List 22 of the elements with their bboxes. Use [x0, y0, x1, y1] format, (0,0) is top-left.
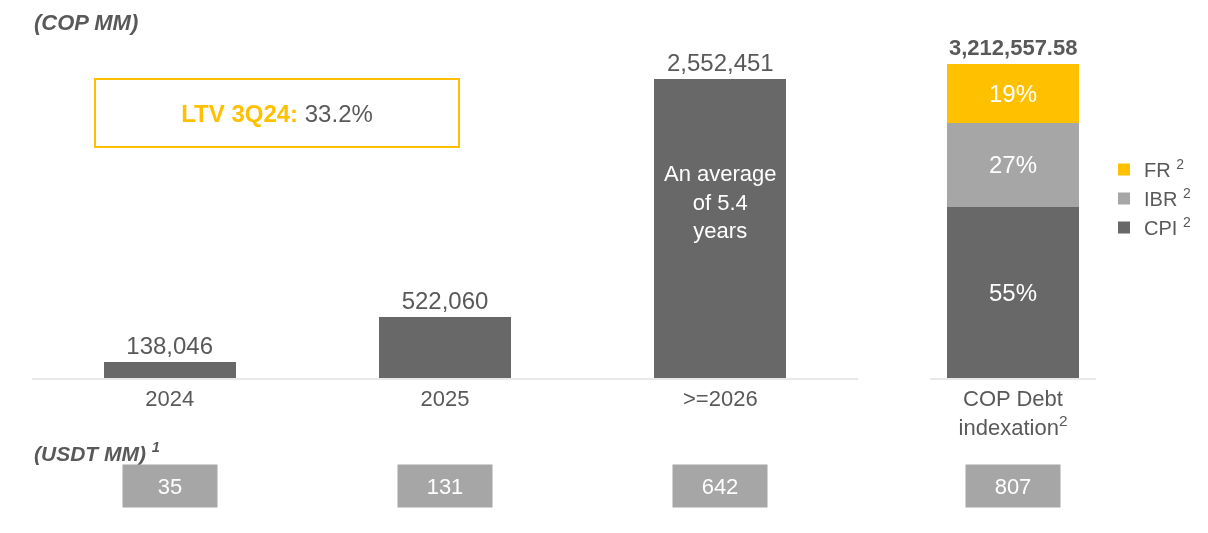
annotation: An average of 5.4 years [664, 161, 777, 244]
text: 131 [426, 473, 464, 499]
text: (USDT MM) $^{1}$ [34, 439, 160, 465]
text: 3,212,557.58 [949, 35, 1078, 60]
data-label: 2,552,451 [666, 48, 774, 76]
x-tick-label: COP Debt indexation$^{2}$ [958, 386, 1068, 440]
legend-label: CPI $^{2}$ [1144, 213, 1191, 240]
data-label: 19% [988, 79, 1038, 107]
text: 807 [994, 473, 1032, 499]
data-label: 138,046 [126, 331, 214, 359]
legend-label: FR $^{2}$ [1144, 155, 1185, 182]
text: 642 [701, 473, 739, 499]
text: (COP MM) [34, 10, 139, 35]
x-tick-label: >=2026 [683, 386, 758, 412]
data-label: 522,060 [401, 286, 489, 314]
data-label: 27% [988, 151, 1038, 179]
annotation: LTV 3Q24: 33.2% [181, 99, 373, 127]
data-label: 55% [988, 278, 1038, 306]
x-tick-label: 2025 [420, 386, 470, 412]
text: 35 [157, 473, 183, 499]
legend-label: IBR $^{2}$ [1144, 184, 1191, 211]
x-tick-label: 2024 [145, 386, 195, 412]
